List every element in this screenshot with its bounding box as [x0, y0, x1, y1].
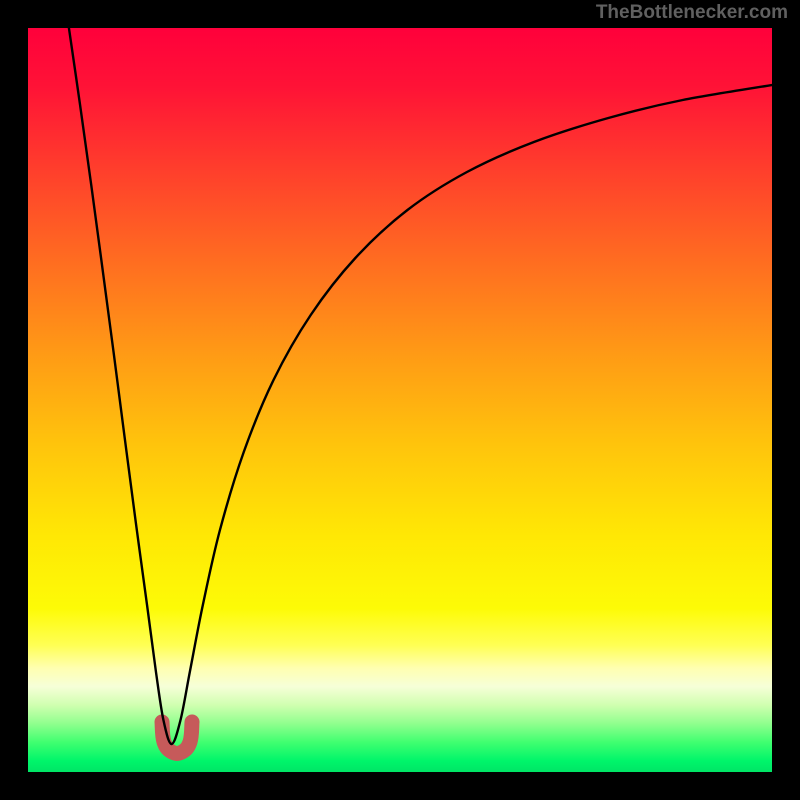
chart-stage: TheBottlenecker.com	[0, 0, 800, 800]
bottleneck-curve	[69, 28, 772, 744]
watermark-text: TheBottlenecker.com	[596, 2, 788, 24]
dip-marker	[162, 722, 192, 754]
curve-overlay	[0, 0, 800, 800]
